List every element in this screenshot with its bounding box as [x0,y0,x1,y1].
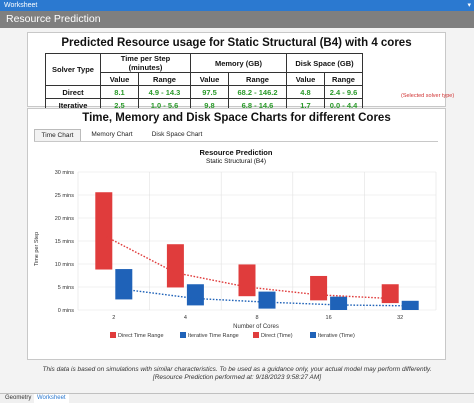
y-axis-label: Time per Step [34,232,40,266]
tab-worksheet[interactable]: Worksheet [34,394,69,403]
bottom-tab-bar: Geometry Worksheet [0,393,474,403]
legend-swatch [180,332,186,338]
x-tick-label: 32 [397,315,403,321]
y-tick-label: 15 mins [55,239,75,245]
y-tick-label: 5 mins [58,285,74,291]
selected-solver-note: (Selected solver type) [401,93,455,99]
col-time-per-step: Time per Step (minutes) [100,53,191,73]
solver-type-cell: Direct [45,85,101,99]
time-range-cell: 4.9 - 14.3 [138,85,191,99]
prediction-panel: Predicted Resource usage for Static Stru… [27,32,454,112]
sub-range: Range [324,72,363,86]
legend-label: Iterative (Time) [318,333,355,339]
range-bar [238,264,256,297]
charts-title: Time, Memory and Disk Space Charts for d… [82,112,391,124]
sub-range: Range [138,72,191,86]
range-bar [166,244,184,288]
x-axis-label: Number of Cores [233,324,279,330]
page-header: Resource Prediction [0,11,474,28]
charts-panel: Time, Memory and Disk Space Charts for d… [27,108,446,360]
footnote-disclaimer: This data is based on simulations with s… [42,366,432,373]
range-bar [115,269,133,300]
chart-title: Resource Prediction [200,148,273,157]
tab-memory-chart[interactable]: Memory Chart [91,131,133,138]
time-value-cell: 8.1 [100,85,139,99]
pin-icon[interactable]: ▾ [467,2,471,9]
tab-geometry[interactable]: Geometry [5,395,32,401]
legend-label: Direct (Time) [261,333,293,339]
x-tick-label: 4 [184,315,187,321]
window-title: Worksheet [4,2,38,9]
sub-value: Value [100,72,139,86]
y-tick-label: 20 mins [55,216,75,222]
col-memory: Memory (GB) [190,53,287,73]
range-bar [186,284,204,306]
prediction-table: Solver Type Time per Step (minutes) Memo… [45,53,363,112]
x-tick-label: 16 [326,315,332,321]
legend-label: Direct Time Range [118,333,164,339]
col-disk-space: Disk Space (GB) [286,53,363,73]
chart-subtitle: Static Structural (B4) [206,158,266,165]
sub-value: Value [286,72,325,86]
footnote: This data is based on simulations with s… [0,366,474,382]
window-titlebar: Worksheet ▾ [0,0,474,11]
y-tick-label: 25 mins [55,193,75,199]
disk-value-cell: 4.8 [286,85,325,99]
tab-disk-space-chart[interactable]: Disk Space Chart [151,131,203,138]
x-tick-label: 8 [255,315,258,321]
y-tick-label: 0 mins [58,308,74,314]
range-bar [401,300,419,310]
y-tick-label: 10 mins [55,262,75,268]
range-bar [95,192,113,270]
legend-swatch [110,332,116,338]
memory-range-cell: 68.2 - 146.2 [228,85,287,99]
range-bar [310,275,328,301]
series-line [103,234,391,300]
table-row: Direct 8.1 4.9 - 14.3 97.5 68.2 - 146.2 … [45,85,363,99]
page-title: Resource Prediction [6,13,101,25]
col-solver-type: Solver Type [45,53,101,86]
legend-swatch [253,332,259,338]
sub-value: Value [190,72,229,86]
y-tick-label: 30 mins [55,170,75,176]
tab-time-chart[interactable]: Time Chart [34,129,81,141]
legend-label: Iterative Time Range [188,333,239,339]
disk-range-cell: 2.4 - 9.6 [324,85,363,99]
x-tick-label: 2 [112,315,115,321]
footnote-timestamp: [Resource Prediction performed at: 9/18/… [152,374,322,381]
range-bar [258,291,276,309]
sub-range: Range [228,72,287,86]
range-bar [381,284,399,304]
time-chart: 0 mins 5 mins 10 mins 15 mins 20 mins 25 mins… [34,148,437,339]
series-line [123,288,411,307]
prediction-title: Predicted Resource usage for Static Stru… [61,37,412,49]
legend-swatch [310,332,316,338]
tab-divider [34,141,438,142]
memory-value-cell: 97.5 [190,85,229,99]
range-bar [330,296,348,310]
